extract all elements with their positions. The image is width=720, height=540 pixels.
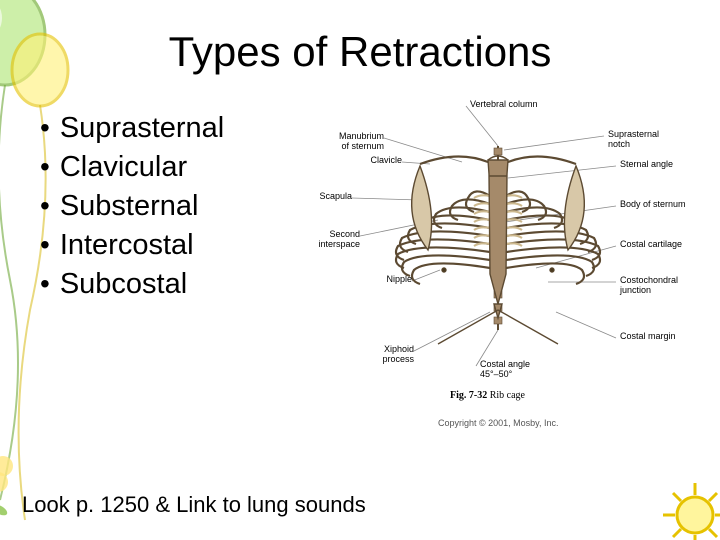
diagram-label: Xiphoid process <box>350 345 414 365</box>
slide-title: Types of Retractions <box>0 28 720 76</box>
figure-caption: Fig. 7-32 Rib cage <box>450 390 525 401</box>
bullet-icon: • <box>40 270 50 298</box>
diagram-label: Nipple <box>348 275 412 285</box>
bullet-text: Substernal <box>60 190 199 223</box>
diagram-label: Vertebral column <box>470 100 538 110</box>
bullet-icon: • <box>40 192 50 220</box>
diagram-label: Sternal angle <box>620 160 673 170</box>
list-item: • Substernal <box>40 190 224 223</box>
diagram-label: Secondinterspace <box>296 230 360 250</box>
bullet-icon: • <box>40 153 50 181</box>
ribcage-diagram: Manubriumof sternumClavicleScapulaSecond… <box>300 100 695 440</box>
footnote-text: Look p. 1250 & Link to lung sounds <box>22 492 366 518</box>
list-item: • Intercostal <box>40 229 224 262</box>
list-item: • Subcostal <box>40 268 224 301</box>
figure-label: Fig. 7-32 <box>450 390 487 401</box>
list-item: • Suprasternal <box>40 112 224 145</box>
diagram-label: Costal cartilage <box>620 240 682 250</box>
bullet-text: Suprasternal <box>60 112 224 145</box>
diagram-label: Costal margin <box>620 332 676 342</box>
bullet-text: Subcostal <box>60 268 187 301</box>
figure-name: Rib cage <box>490 390 525 401</box>
bullet-icon: • <box>40 231 50 259</box>
diagram-label: Manubriumof sternum <box>320 132 384 152</box>
diagram-label: Body of sternum <box>620 200 686 210</box>
diagram-copyright: Copyright © 2001, Mosby, Inc. <box>438 418 559 428</box>
sun-decoration <box>660 480 720 540</box>
diagram-label: Costochondraljunction <box>620 276 678 296</box>
diagram-label: Scapula <box>288 192 352 202</box>
diagram-label: Suprasternalnotch <box>608 130 659 150</box>
diagram-label: Clavicle <box>338 156 402 166</box>
bullet-icon: • <box>40 114 50 142</box>
diagram-label: Costal angle45°–50° <box>480 360 530 380</box>
list-item: • Clavicular <box>40 151 224 184</box>
bullet-text: Clavicular <box>60 151 187 184</box>
bullet-text: Intercostal <box>60 229 194 262</box>
bullet-list: • Suprasternal • Clavicular • Substernal… <box>40 112 224 307</box>
